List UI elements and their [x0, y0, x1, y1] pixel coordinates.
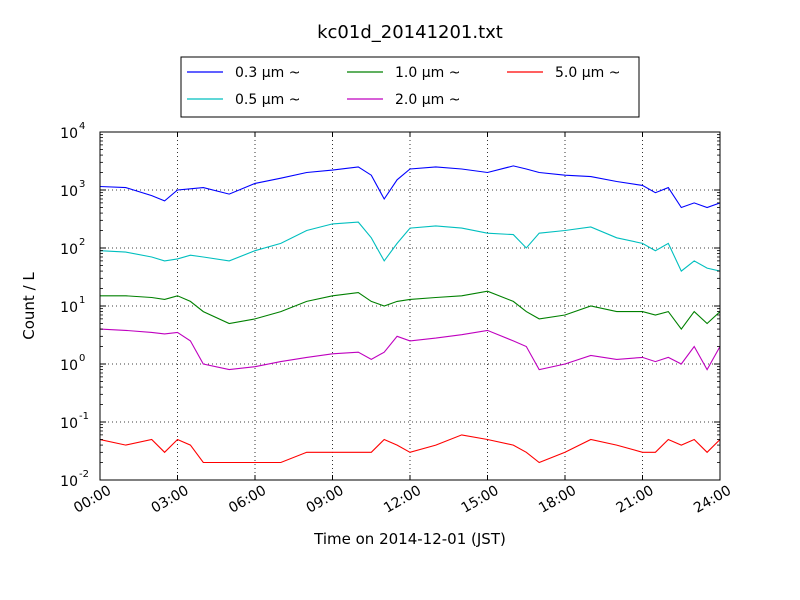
y-tick-label-exp: 1 [79, 295, 85, 306]
x-tick-labels: 00:00 03:00 06:00 09:00 12:00 15:00 18:00 21:00… [71, 483, 734, 517]
x-tick-label: 09:00 [304, 483, 347, 517]
series-line-0 [100, 165, 720, 209]
y-tick-label: 10 2 [60, 237, 85, 258]
y-tick-label-exp: -1 [79, 411, 89, 422]
y-tick-label-base: 10 [60, 300, 78, 316]
legend-box [180, 56, 640, 118]
x-tick-label: 03:00 [149, 483, 192, 517]
legend: 0.3 μm ~ 0.5 μm ~ 1.0 μm ~ 2.0 μm ~ 5.0 μm ~ [180, 56, 640, 118]
y-tick-label: 10 1 [60, 295, 85, 316]
x-tick-label: 15:00 [459, 483, 502, 517]
grid-layer [100, 132, 720, 480]
legend-label-1: 0.5 μm ~ [235, 92, 300, 108]
x-axis-label: Time on 2014-12-01 (JST) [313, 530, 506, 548]
y-tick-label: 10 -1 [60, 411, 89, 432]
y-tick-label-base: 10 [60, 126, 78, 142]
legend-label-2: 1.0 μm ~ [395, 65, 460, 81]
y-tick-label-exp: 2 [79, 237, 85, 248]
y-tick-label: 10 4 [60, 121, 85, 142]
tick-layer [99, 131, 721, 481]
y-tick-label-exp: 4 [79, 121, 85, 132]
series-layer [100, 165, 720, 464]
chart-title: kc01d_20141201.txt [317, 22, 503, 43]
y-tick-label: 10 0 [60, 353, 85, 374]
x-tick-label: 06:00 [226, 483, 269, 517]
y-tick-label-exp: 0 [79, 353, 85, 364]
x-tick-label: 12:00 [381, 483, 424, 517]
x-tick-label: 21:00 [614, 483, 657, 517]
legend-label-3: 2.0 μm ~ [395, 92, 460, 108]
y-tick-label-exp: -2 [79, 469, 89, 480]
y-tick-label-exp: 3 [79, 179, 85, 190]
y-tick-label: 10 -2 [60, 469, 89, 490]
y-tick-label-base: 10 [60, 358, 78, 374]
series-line-2 [100, 290, 720, 331]
legend-label-4: 5.0 μm ~ [555, 65, 620, 81]
series-line-4 [100, 434, 720, 464]
x-tick-label: 18:00 [536, 483, 579, 517]
y-tick-label-base: 10 [60, 474, 78, 490]
y-tick-label-base: 10 [60, 242, 78, 258]
y-tick-label-base: 10 [60, 416, 78, 432]
y-axis-label: Count / L [20, 272, 38, 340]
series-line-3 [100, 328, 720, 371]
y-tick-label: 10 3 [60, 179, 85, 200]
y-tick-label-base: 10 [60, 184, 78, 200]
x-tick-label: 24:00 [691, 483, 734, 517]
legend-label-0: 0.3 μm ~ [235, 65, 300, 81]
series-line-1 [100, 221, 720, 272]
